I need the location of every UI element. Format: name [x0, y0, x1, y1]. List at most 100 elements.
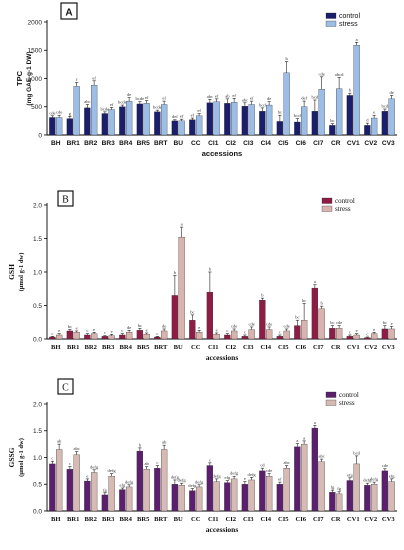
bar-control-br5 [136, 330, 143, 340]
bar-control-br4 [119, 489, 126, 512]
bar-stress-br1 [73, 454, 80, 512]
significance-letter: e [198, 325, 200, 330]
significance-letter: c [349, 329, 351, 334]
x-tick-label: BR1 [67, 344, 79, 351]
significance-letter: bcd [312, 94, 319, 99]
x-tick-label: BH [51, 140, 61, 147]
significance-letter: cde [56, 110, 62, 115]
bar-control-cv2 [364, 485, 371, 512]
y-tick-label: 2.0 [33, 401, 42, 408]
significance-letter: c [156, 460, 158, 465]
x-tick-label: BR1 [67, 516, 79, 523]
significance-letter: e [76, 325, 78, 330]
significance-letter: b [139, 442, 142, 447]
bar-control-cv1 [346, 95, 353, 136]
significance-letter: c [156, 331, 158, 336]
x-tick-label: CI4 [260, 516, 271, 523]
significance-letter: efg [224, 475, 231, 480]
y-tick-label: 1500 [28, 48, 43, 55]
significance-letter: abc [73, 446, 79, 451]
bar-stress-br4 [126, 332, 133, 340]
x-axis-label: accessions [206, 353, 239, 362]
bar-stress-cc [195, 486, 203, 512]
bar-control-cr [329, 328, 336, 340]
significance-letter: defg [213, 473, 222, 478]
significance-letter: abcd [335, 72, 344, 77]
significance-letter: bc [190, 309, 194, 314]
bar-control-br4 [119, 334, 126, 340]
bar-stress-br2 [91, 85, 98, 136]
bar-control-cv2 [364, 125, 371, 136]
significance-letter: c [366, 331, 368, 336]
bar-control-br1 [66, 469, 74, 512]
significance-letter: ef [232, 93, 236, 98]
legend-label-stress: stress [335, 205, 351, 213]
x-tick-label: BU [174, 344, 183, 351]
bar-stress-ci6 [300, 106, 308, 136]
bar-control-ci6 [294, 325, 301, 340]
y-tick-label: 500 [31, 104, 42, 111]
bar-stress-cr [335, 493, 343, 512]
significance-letter: e [391, 321, 393, 326]
significance-letter: efg [119, 482, 126, 487]
bar-stress-cv3 [388, 98, 395, 136]
bar-control-br3 [101, 336, 109, 340]
significance-letter: cd [260, 463, 265, 468]
significance-letter: bcd [382, 104, 389, 109]
x-tick-label: CV2 [364, 140, 377, 147]
significance-letter: ef [92, 75, 96, 80]
significance-letter: e [93, 327, 95, 332]
x-tick-label: CI2 [226, 140, 237, 147]
bar-control-brt [154, 336, 161, 340]
bar-control-ci1 [206, 102, 213, 136]
bar-stress-br1 [73, 86, 80, 136]
significance-letter: de [389, 90, 393, 95]
x-tick-label: CI3 [243, 344, 254, 351]
significance-letter: de [267, 96, 271, 101]
y-tick-label: 1000 [28, 76, 43, 83]
bar-control-cc [189, 119, 196, 136]
bar-control-br3 [101, 113, 109, 136]
y-tick-label: 1.0 [33, 269, 42, 276]
significance-letter: a [296, 438, 298, 443]
significance-letter: a [356, 37, 358, 42]
significance-letter: ef [215, 93, 219, 98]
x-tick-label: BR3 [102, 516, 115, 523]
x-tick-label: CV1 [347, 344, 360, 351]
y-axis-unit: (mg GAE g-1 DW) [26, 51, 33, 105]
y-tick-label: 0.5 [33, 303, 42, 310]
bar-stress-ci5 [283, 468, 290, 512]
y-tick-label: 2000 [28, 19, 43, 26]
x-tick-label: BR4 [120, 516, 133, 523]
x-tick-label: CV1 [347, 140, 360, 147]
x-tick-label: CI6 [295, 516, 306, 523]
significance-letter: f [76, 77, 78, 82]
significance-letter: e [244, 476, 246, 481]
bar-control-cr [329, 125, 336, 136]
x-tick-label: CI6 [296, 140, 307, 147]
panel-label-box [60, 2, 78, 20]
bar-stress-br3 [108, 476, 115, 512]
significance-letter: bcd [294, 113, 301, 118]
x-tick-label: CI5 [278, 140, 289, 147]
significance-letter: defg [195, 479, 204, 484]
significance-letter: ef [191, 113, 195, 118]
significance-letter: e [373, 110, 375, 115]
x-axis-label: accessions [202, 149, 242, 158]
significance-letter: c [226, 328, 228, 333]
x-tick-label: BR2 [84, 140, 98, 147]
x-tick-label: BH [51, 516, 61, 523]
bar-stress-brt [160, 330, 168, 340]
x-tick-label: CI7 [313, 140, 324, 147]
bar-stress-br5 [143, 334, 150, 340]
bar-stress-ci7 [318, 89, 325, 136]
significance-letter: def [301, 96, 307, 101]
significance-letter: efg [347, 472, 354, 477]
bar-stress-br1 [73, 332, 80, 340]
bar-control-cv3 [381, 470, 388, 512]
x-tick-label: CI2 [225, 344, 236, 351]
significance-letter: de [162, 323, 166, 328]
bar-stress-bh [56, 334, 63, 340]
legend-label-stress: stress [339, 21, 358, 28]
bar-stress-ci4 [265, 104, 273, 136]
